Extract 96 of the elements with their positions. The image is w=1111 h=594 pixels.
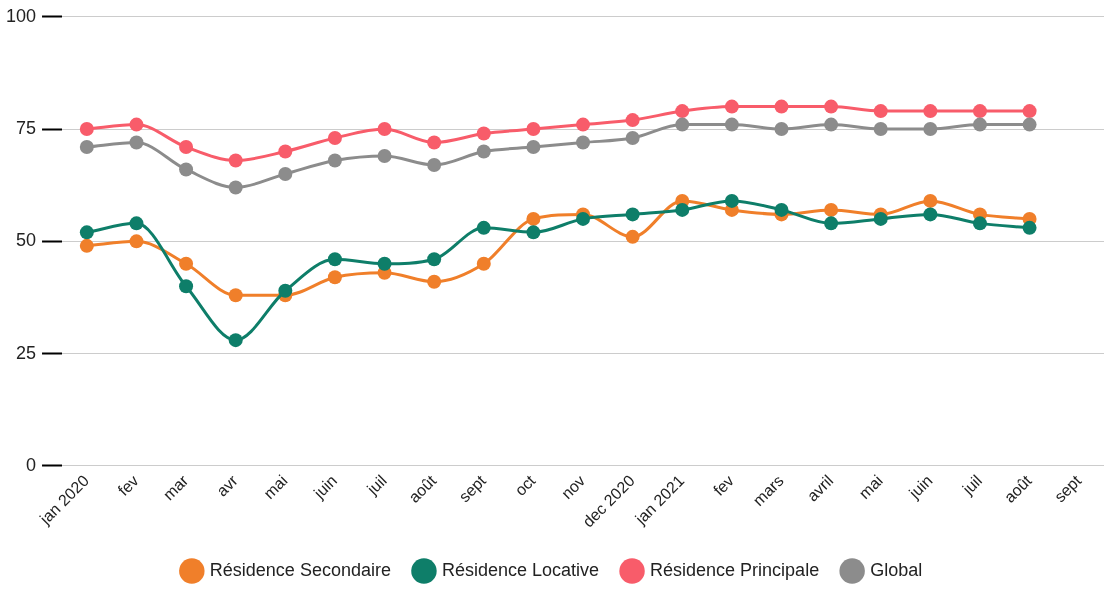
x-tick-label: juin (905, 471, 936, 503)
point (476, 256, 491, 271)
point (427, 135, 442, 150)
point (278, 144, 293, 159)
point (129, 216, 144, 231)
point (625, 207, 640, 222)
point (724, 99, 739, 114)
x-tick-label: juil (363, 471, 390, 499)
point (625, 229, 640, 244)
x-tick-label: mai (260, 471, 291, 503)
x-tick-label: avr (213, 471, 242, 500)
point (824, 216, 839, 231)
y-tick-label: 75 (16, 118, 37, 139)
point (427, 274, 442, 289)
x-tick-label: fev (114, 471, 142, 499)
point (129, 135, 144, 150)
y-tick-label: 0 (26, 454, 37, 475)
point (972, 216, 987, 231)
point (228, 333, 243, 348)
point (427, 252, 442, 267)
point (79, 238, 94, 253)
point (476, 126, 491, 141)
point (129, 117, 144, 132)
point (278, 283, 293, 298)
point (377, 149, 392, 164)
point (774, 202, 789, 217)
point (923, 104, 938, 119)
x-tick-label: mai (855, 471, 886, 503)
point (576, 211, 591, 226)
point (179, 140, 194, 155)
legend-label: Résidence Principale (650, 559, 820, 580)
point (675, 104, 690, 119)
point (824, 117, 839, 132)
point (228, 153, 243, 168)
point (79, 225, 94, 240)
x-tick-label: sept (455, 471, 490, 506)
point (228, 288, 243, 303)
x-tick-label: fev (709, 471, 738, 499)
y-tick-label: 100 (5, 5, 37, 26)
point (576, 117, 591, 132)
y-tick-label: 50 (16, 230, 37, 251)
y-tick-label: 25 (16, 342, 37, 363)
point (972, 117, 987, 132)
x-tick-label: août (1000, 471, 1036, 506)
point (526, 211, 541, 226)
point (873, 122, 888, 137)
x-tick-label: juin (309, 471, 341, 503)
point (377, 122, 392, 137)
point (873, 211, 888, 226)
point (79, 140, 94, 155)
x-tick-label: juil (958, 471, 986, 499)
point (427, 157, 442, 172)
point (675, 202, 690, 217)
point (923, 207, 938, 222)
point (625, 131, 640, 146)
point (1022, 220, 1037, 235)
point (1022, 117, 1037, 132)
point (675, 117, 690, 132)
point (724, 117, 739, 132)
point (476, 144, 491, 159)
point (79, 122, 94, 137)
point (327, 252, 342, 267)
point (625, 113, 640, 128)
point (179, 256, 194, 271)
point (526, 122, 541, 137)
point (824, 202, 839, 217)
point (576, 135, 591, 150)
point (179, 162, 194, 177)
point (278, 166, 293, 181)
legend-label: Résidence Secondaire (209, 559, 391, 580)
x-tick-label: oct (511, 471, 540, 499)
point (774, 99, 789, 114)
point (923, 122, 938, 137)
point (327, 270, 342, 285)
x-tick-label: nov (557, 471, 589, 503)
point (526, 140, 541, 155)
point (972, 104, 987, 119)
point (1022, 104, 1037, 119)
point (129, 234, 144, 249)
point (774, 122, 789, 137)
point (526, 225, 541, 240)
legend-label: Résidence Locative (441, 559, 600, 580)
x-tick-label: août (405, 471, 440, 506)
x-tick-label: sept (1051, 471, 1085, 506)
point (873, 104, 888, 119)
x-tick-label: mar (159, 471, 192, 504)
point (327, 131, 342, 146)
point (377, 256, 392, 271)
point (923, 193, 938, 208)
point (476, 220, 491, 235)
point (228, 180, 243, 195)
legend-label: Global (870, 559, 923, 580)
point (327, 153, 342, 168)
point (724, 193, 739, 208)
point (179, 279, 194, 294)
point (824, 99, 839, 114)
